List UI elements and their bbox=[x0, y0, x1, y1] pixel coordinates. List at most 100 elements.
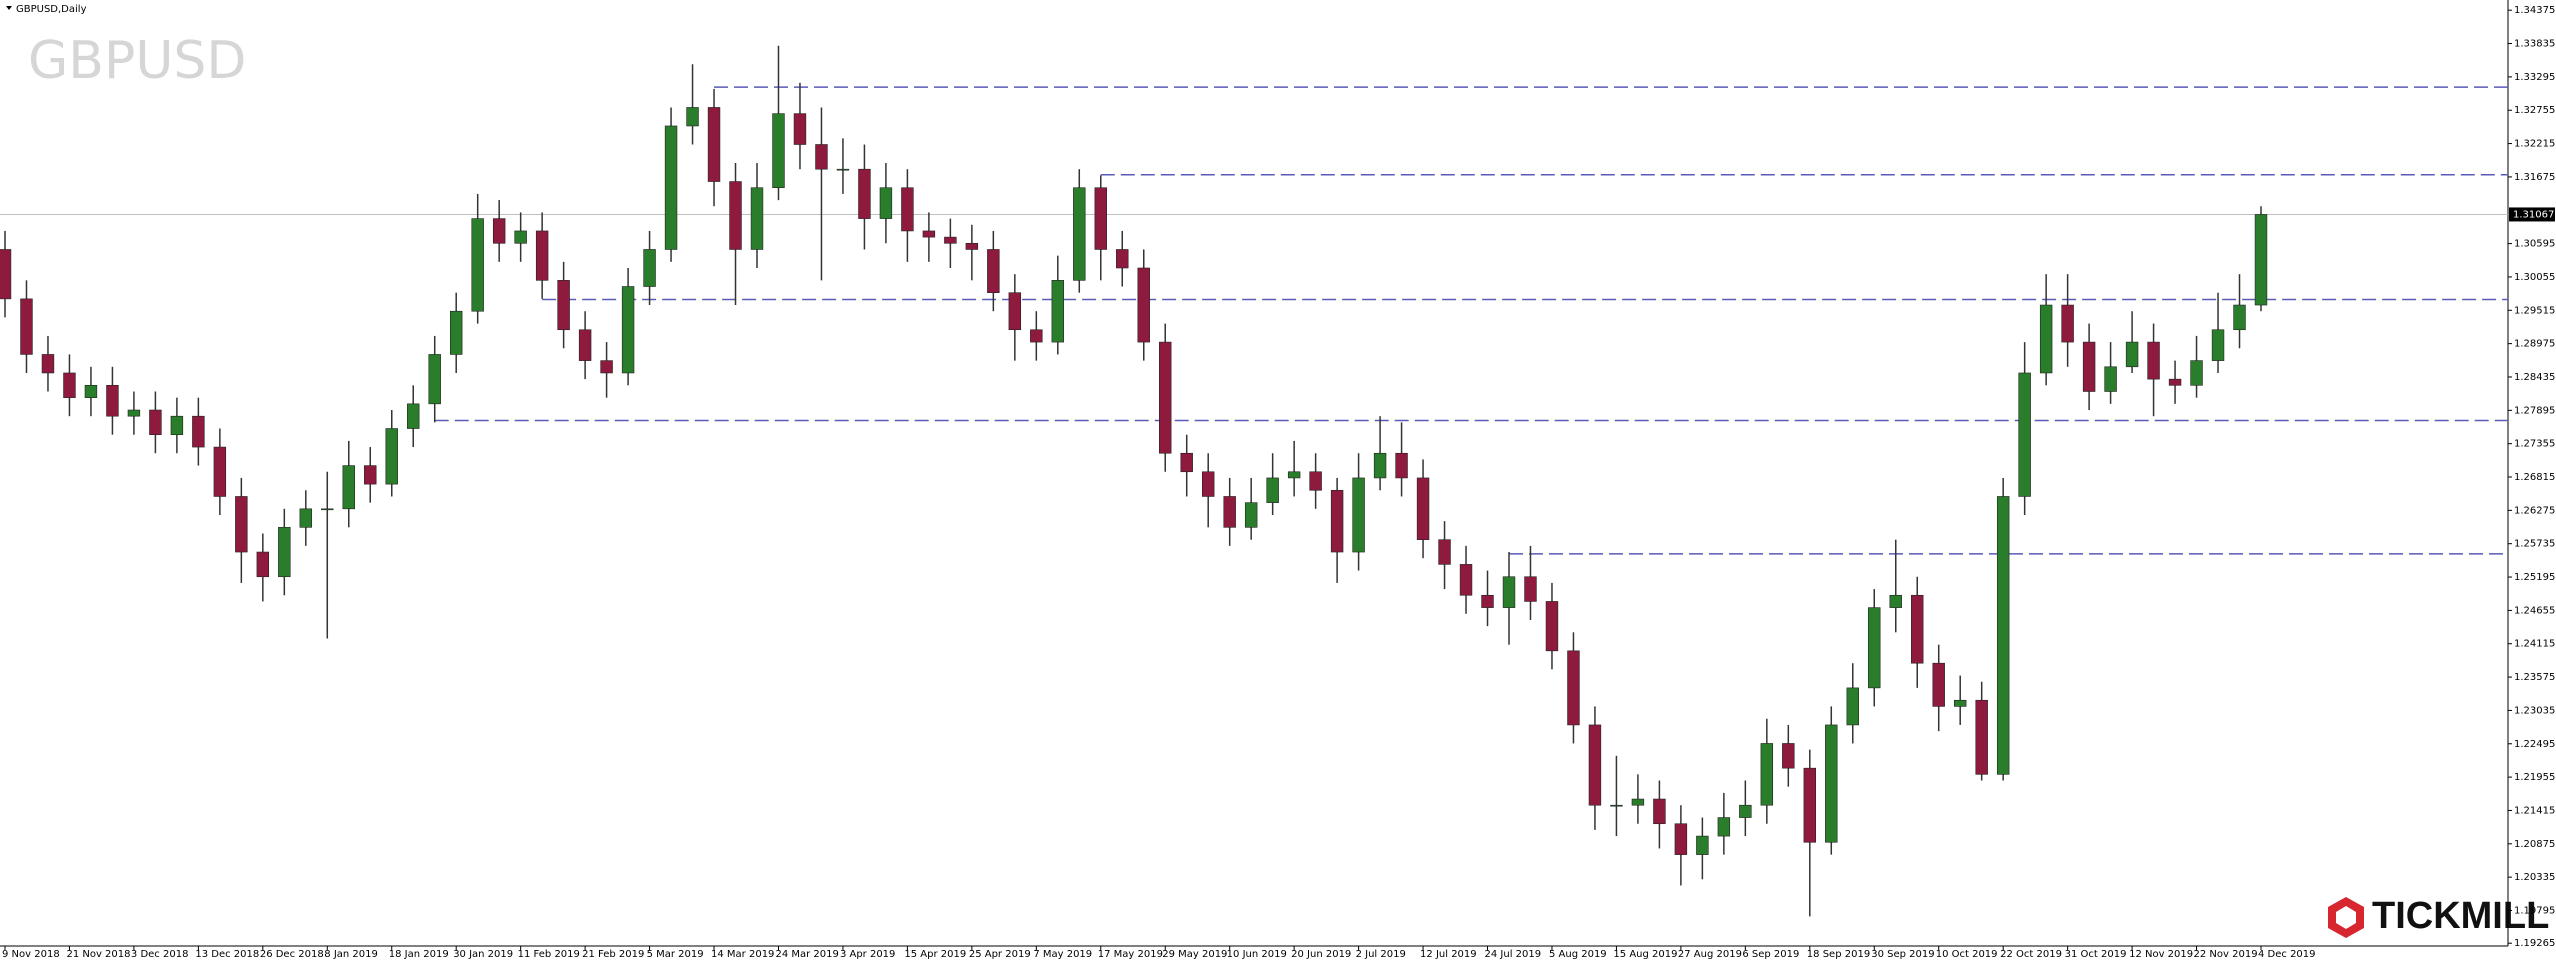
candle-body bbox=[1438, 539, 1451, 565]
candle-body bbox=[729, 181, 742, 250]
x-tick-label: 2 Jul 2019 bbox=[1356, 949, 1406, 960]
y-tick-label: 1.24655 bbox=[2514, 605, 2555, 616]
candle-body bbox=[535, 230, 549, 281]
candle-body bbox=[1932, 662, 1945, 707]
candle-body bbox=[1416, 477, 1430, 540]
y-tick-label: 1.27895 bbox=[2514, 405, 2555, 416]
candle-body bbox=[1524, 576, 1537, 602]
candle-body bbox=[922, 230, 936, 238]
candle-body bbox=[213, 446, 227, 497]
candle-body bbox=[2147, 341, 2160, 380]
candle-body bbox=[1610, 804, 1623, 807]
candle-body bbox=[2104, 366, 2117, 392]
y-tick-label: 1.26275 bbox=[2514, 505, 2555, 516]
y-tick-label: 1.20335 bbox=[2514, 872, 2555, 883]
x-tick-label: 11 Feb 2019 bbox=[518, 949, 580, 960]
y-tick-label: 1.27355 bbox=[2514, 439, 2555, 450]
candle-body bbox=[428, 354, 441, 405]
candle-body bbox=[772, 113, 785, 189]
candle-body bbox=[944, 236, 957, 244]
candle-body bbox=[815, 144, 828, 170]
candle-body bbox=[987, 249, 1000, 293]
candle-body bbox=[2190, 360, 2203, 386]
x-tick-label: 24 Jul 2019 bbox=[1485, 949, 1542, 960]
candle-body bbox=[1395, 452, 1408, 479]
candle-body bbox=[1244, 502, 1258, 528]
candle-body bbox=[1352, 477, 1365, 553]
y-tick-label: 1.25735 bbox=[2514, 539, 2555, 550]
x-tick-label: 3 Dec 2018 bbox=[131, 949, 189, 960]
candle-body bbox=[2211, 329, 2225, 361]
candle-body bbox=[1889, 594, 1902, 608]
candle-body bbox=[1717, 817, 1731, 837]
brand-logo: TICKMILL bbox=[2328, 895, 2549, 938]
y-tick-label: 1.24115 bbox=[2514, 639, 2555, 650]
y-tick-label: 1.32755 bbox=[2514, 105, 2555, 116]
candle-body bbox=[1008, 292, 1022, 331]
x-tick-label: 15 Aug 2019 bbox=[1613, 949, 1677, 960]
y-tick-label: 1.23035 bbox=[2514, 705, 2555, 716]
candle-body bbox=[1137, 267, 1150, 343]
y-tick-label: 1.33295 bbox=[2514, 72, 2555, 83]
x-tick-label: 18 Jan 2019 bbox=[389, 949, 449, 960]
y-tick-label: 1.20875 bbox=[2514, 839, 2555, 850]
candle-body bbox=[621, 286, 635, 374]
x-tick-label: 14 Mar 2019 bbox=[711, 949, 774, 960]
x-tick-label: 22 Nov 2019 bbox=[2194, 949, 2258, 960]
chart-title: GBPUSD,Daily bbox=[16, 4, 87, 15]
x-tick-label: 22 Oct 2019 bbox=[2000, 949, 2062, 960]
candle-body bbox=[1180, 452, 1193, 473]
y-tick-label: 1.33835 bbox=[2514, 39, 2555, 50]
candle-body bbox=[858, 168, 871, 219]
x-tick-label: 15 Apr 2019 bbox=[904, 949, 966, 960]
x-tick-label: 18 Sep 2019 bbox=[1807, 949, 1870, 960]
candle-body bbox=[278, 527, 291, 578]
candle-body bbox=[1739, 804, 1752, 818]
candle-body bbox=[41, 354, 55, 374]
x-tick-label: 20 Jun 2019 bbox=[1291, 949, 1351, 960]
y-tick-label: 1.21415 bbox=[2514, 805, 2555, 816]
candle-body bbox=[879, 187, 893, 219]
candle-body bbox=[1223, 496, 1236, 528]
candle-body bbox=[1116, 249, 1129, 269]
candle-body bbox=[1975, 699, 1988, 775]
y-tick-label: 1.22495 bbox=[2514, 739, 2555, 750]
menu-arrow[interactable] bbox=[6, 6, 12, 10]
candle-body bbox=[1051, 280, 1065, 343]
candle-body bbox=[2125, 341, 2139, 368]
candle-body bbox=[449, 310, 463, 355]
candle-body bbox=[707, 107, 721, 182]
y-tick-label: 1.31675 bbox=[2514, 172, 2555, 183]
candle-body bbox=[2039, 304, 2053, 374]
x-tick-label: 3 Apr 2019 bbox=[840, 949, 895, 960]
candle-body bbox=[1330, 489, 1344, 553]
watermark: GBPUSD bbox=[28, 31, 246, 91]
x-tick-label: 25 Apr 2019 bbox=[969, 949, 1031, 960]
candle-body bbox=[1696, 835, 1709, 855]
candle-body bbox=[1266, 477, 1279, 503]
y-tick-label: 1.19795 bbox=[2514, 905, 2555, 916]
x-tick-label: 13 Dec 2018 bbox=[195, 949, 259, 960]
candle-body bbox=[793, 113, 807, 145]
y-tick-label: 1.25195 bbox=[2514, 572, 2555, 583]
candle-body bbox=[2233, 304, 2246, 331]
candle-body bbox=[471, 218, 484, 312]
candle-body bbox=[192, 415, 205, 448]
candle-body bbox=[106, 385, 119, 417]
y-tick-label: 1.30055 bbox=[2514, 272, 2555, 283]
candle-body bbox=[686, 107, 699, 127]
x-tick-label: 24 Mar 2019 bbox=[775, 949, 838, 960]
candle-body bbox=[514, 230, 527, 244]
candle-body bbox=[1631, 798, 1645, 806]
y-tick-label: 1.28435 bbox=[2514, 372, 2555, 383]
x-tick-label: 7 May 2019 bbox=[1033, 949, 1092, 960]
candle-body bbox=[364, 465, 377, 485]
brand-name: TICKMILL bbox=[2372, 895, 2549, 937]
candle-body bbox=[1481, 594, 1494, 608]
x-tick-label: 5 Mar 2019 bbox=[647, 949, 704, 960]
y-tick-label: 1.19265 bbox=[2514, 938, 2555, 949]
x-tick-label: 27 Aug 2019 bbox=[1678, 949, 1742, 960]
x-tick-label: 10 Jun 2019 bbox=[1227, 949, 1287, 960]
y-tick-label: 1.34375 bbox=[2514, 5, 2555, 16]
